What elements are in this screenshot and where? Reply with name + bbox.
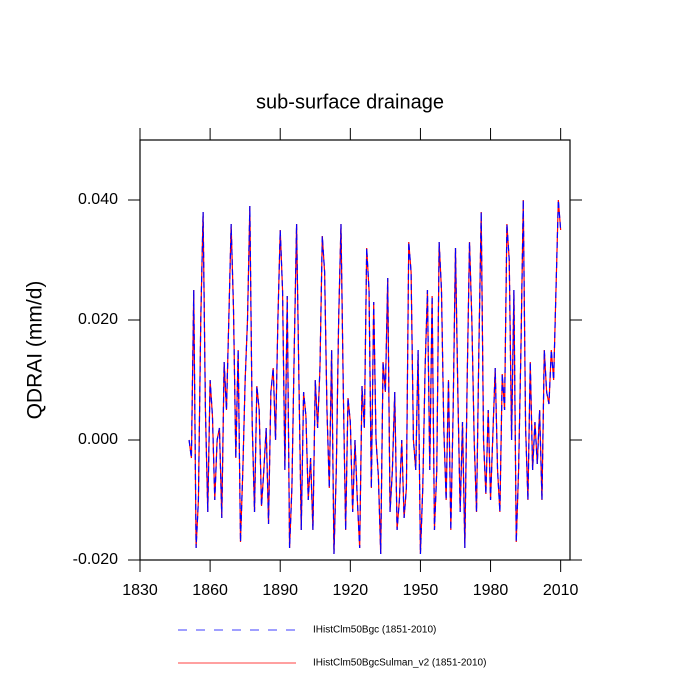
y-axis-label: QDRAI (mm/d) <box>24 281 47 420</box>
legend-label: IHistClm50Bgc (1851-2010) <box>313 625 436 636</box>
series-line <box>188 199 562 555</box>
x-tick-label: 1950 <box>403 582 439 599</box>
chart-title: sub-surface drainage <box>256 91 444 113</box>
x-tick-label: 2010 <box>543 582 579 599</box>
y-tick-label: 0.000 <box>78 431 118 448</box>
y-tick-label: -0.020 <box>73 551 118 568</box>
y-tick-label: 0.020 <box>78 311 118 328</box>
x-tick-label: 1860 <box>192 582 228 599</box>
x-tick-label: 1890 <box>262 582 298 599</box>
x-tick-label: 1980 <box>473 582 509 599</box>
x-tick-label: 1920 <box>333 582 369 599</box>
x-tick-label: 1830 <box>122 582 158 599</box>
plot-frame <box>139 139 571 561</box>
y-tick-label: 0.040 <box>78 191 118 208</box>
legend-label: IHistClm50BgcSulman_v2 (1851-2010) <box>313 658 486 669</box>
